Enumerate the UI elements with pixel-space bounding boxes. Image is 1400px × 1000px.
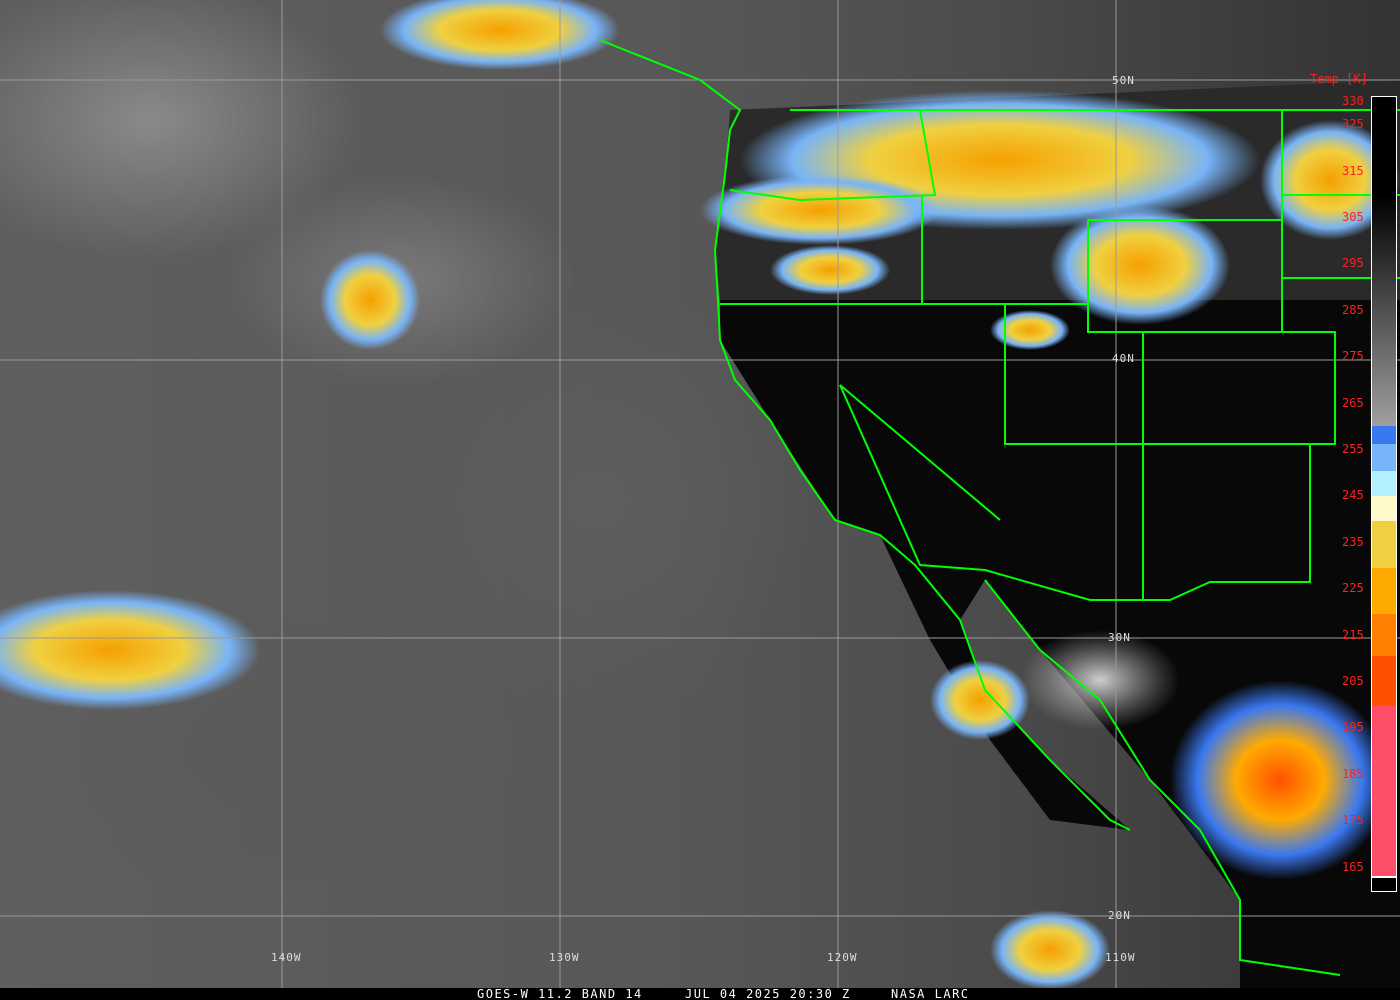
- colorbar-tick-label: 175: [1342, 813, 1364, 828]
- colorbar-tick-label: 235: [1342, 534, 1364, 549]
- colorbar-lightblue-segment: [1372, 444, 1396, 471]
- temperature-colorbar: [1371, 96, 1397, 892]
- lat-label-30n: 30N: [1108, 631, 1131, 644]
- colorbar-tick-label: 315: [1342, 163, 1364, 178]
- colorbar-gray-segment: [1372, 97, 1396, 427]
- colorbar-tick-label: 195: [1342, 720, 1364, 735]
- colorbar-tick-label: 225: [1342, 581, 1364, 596]
- colorbar-tick-label: 245: [1342, 488, 1364, 503]
- colorbar-pink-segment: [1372, 706, 1396, 876]
- coastline: [599, 39, 1131, 831]
- colorbar-tick-label: 330: [1342, 94, 1364, 108]
- caption-datetime: JUL 04 2025 20:30 Z: [685, 987, 851, 1000]
- colorbar-title: Temp [K]: [1310, 72, 1368, 86]
- caption-satellite: GOES-W 11.2 BAND 14: [477, 987, 643, 1000]
- colorbar-tick-label: 215: [1342, 627, 1364, 642]
- lon-label-120w: 120W: [827, 951, 858, 964]
- colorbar-tick-label: 285: [1342, 302, 1364, 317]
- colorbar-darkorange-segment: [1372, 614, 1396, 656]
- colorbar-black-segment: [1372, 878, 1396, 891]
- colorbar-tick-label: 305: [1342, 210, 1364, 224]
- colorbar-cyan-segment: [1372, 471, 1396, 496]
- lat-label-40n: 40N: [1112, 352, 1135, 365]
- colorbar-tick-label: 255: [1342, 442, 1364, 456]
- lat-label-50n: 50N: [1112, 74, 1135, 87]
- colorbar-tick-label: 185: [1342, 766, 1364, 781]
- colorbar-divider: [1372, 876, 1396, 878]
- colorbar-tick-label: 265: [1342, 395, 1364, 410]
- colorbar-tick-label: 275: [1342, 349, 1364, 364]
- colorbar-tick-label: 165: [1342, 859, 1364, 874]
- colorbar-tick-label: 205: [1342, 674, 1364, 688]
- colorbar-paleyellow-segment: [1372, 496, 1396, 521]
- lon-label-110w: 110W: [1105, 951, 1136, 964]
- colorbar-orange-segment: [1372, 568, 1396, 614]
- colorbar-redorange-segment: [1372, 656, 1396, 706]
- colorbar-tick-label: 325: [1342, 117, 1364, 132]
- lon-label-140w: 140W: [271, 951, 302, 964]
- lat-label-20n: 20N: [1108, 909, 1131, 922]
- caption-source: NASA LARC: [891, 987, 970, 1000]
- lon-label-130w: 130W: [549, 951, 580, 964]
- borders: [599, 39, 1400, 976]
- image-caption: GOES-W 11.2 BAND 14 JUL 04 2025 20:30 Z NA…: [0, 988, 1400, 1000]
- colorbar-tick-label: 295: [1342, 256, 1364, 271]
- colorbar-yellow-segment: [1372, 521, 1396, 568]
- coastline-mexico: [984, 579, 1341, 976]
- colorbar-blue-segment: [1372, 426, 1396, 444]
